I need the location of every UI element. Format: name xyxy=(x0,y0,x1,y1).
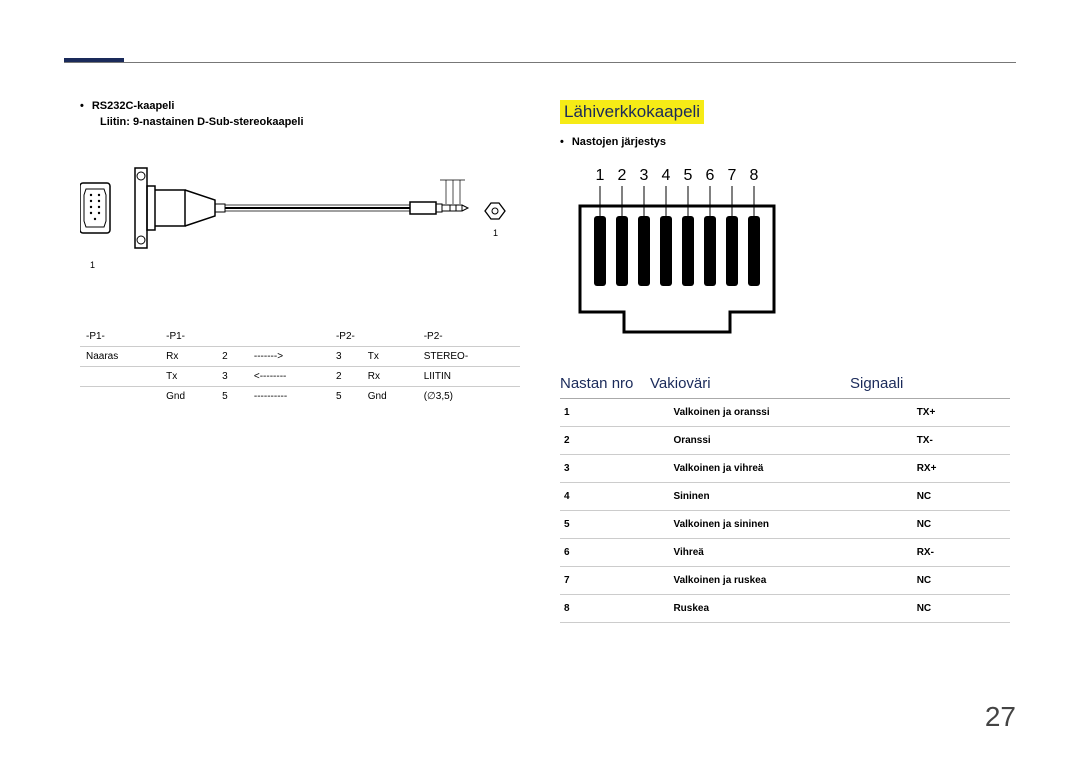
cell: Valkoinen ja sininen xyxy=(669,511,912,539)
cell: Naaras xyxy=(80,347,160,367)
cell: 6 xyxy=(560,539,669,567)
bullet-icon: • xyxy=(560,136,564,148)
pin-number: 3 xyxy=(640,167,649,184)
bullet-icon: • xyxy=(80,100,84,112)
rs232c-title-line: • RS232C-kaapeli xyxy=(80,100,520,112)
header-cell: -P1- xyxy=(80,323,160,347)
cell: (∅3,5) xyxy=(418,387,520,407)
cell: 7 xyxy=(560,567,669,595)
table-row: 7Valkoinen ja ruskeaNC xyxy=(560,567,1010,595)
cell: 5 xyxy=(560,511,669,539)
cell: TX- xyxy=(913,427,1010,455)
cable-diagram: 1 1 xyxy=(80,148,510,298)
cell: RX- xyxy=(913,539,1010,567)
table-header-row: -P1- -P1- -P2- -P2- xyxy=(80,323,520,347)
cell: NC xyxy=(913,511,1010,539)
svg-text:1: 1 xyxy=(90,260,95,270)
cell: 2 xyxy=(560,427,669,455)
cell: NC xyxy=(913,483,1010,511)
pin-number: 1 xyxy=(596,167,605,184)
cell: Valkoinen ja oranssi xyxy=(669,399,912,427)
cell: Vihreä xyxy=(669,539,912,567)
pin-number: 8 xyxy=(750,167,759,184)
cell: Tx xyxy=(362,347,418,367)
cell: 3 xyxy=(216,367,248,387)
cell: ---------- xyxy=(248,387,330,407)
cell: NC xyxy=(913,595,1010,623)
page-number: 27 xyxy=(985,701,1016,733)
header-rule xyxy=(64,62,1016,63)
cell: 2 xyxy=(330,367,362,387)
cell xyxy=(80,387,160,407)
cell: Valkoinen ja vihreä xyxy=(669,455,912,483)
lan-pin-table: 1Valkoinen ja oranssiTX+2OranssiTX-3Valk… xyxy=(560,399,1010,623)
cell: Rx xyxy=(160,347,216,367)
lan-section-title: Lähiverkkokaapeli xyxy=(560,100,704,124)
table-row: 5Valkoinen ja sininenNC xyxy=(560,511,1010,539)
pin-number: 5 xyxy=(684,167,693,184)
cell: Rx xyxy=(362,367,418,387)
table-row: Tx 3 <-------- 2 Rx LIITIN xyxy=(80,367,520,387)
header-pin-number: Nastan nro xyxy=(560,375,650,392)
cell: NC xyxy=(913,567,1010,595)
table-row: 4SininenNC xyxy=(560,483,1010,511)
cell: Gnd xyxy=(160,387,216,407)
cell: 5 xyxy=(216,387,248,407)
header-cell xyxy=(248,323,330,347)
header-signal: Signaali xyxy=(850,375,930,392)
cell: Gnd xyxy=(362,387,418,407)
header-cell: -P2- xyxy=(418,323,520,347)
header-cell: -P1- xyxy=(160,323,248,347)
pin-order-line: • Nastojen järjestys xyxy=(560,136,1010,148)
table-row: 2OranssiTX- xyxy=(560,427,1010,455)
table-row: 1Valkoinen ja oranssiTX+ xyxy=(560,399,1010,427)
header-cell: -P2- xyxy=(330,323,418,347)
cell: <-------- xyxy=(248,367,330,387)
cell: 3 xyxy=(330,347,362,367)
pin-number: 4 xyxy=(662,167,671,184)
cell: 2 xyxy=(216,347,248,367)
cell: 3 xyxy=(560,455,669,483)
cell: Tx xyxy=(160,367,216,387)
pin-number: 6 xyxy=(706,167,715,184)
pin-number: 7 xyxy=(728,167,737,184)
cell: Ruskea xyxy=(669,595,912,623)
cell: TX+ xyxy=(913,399,1010,427)
cell: 1 xyxy=(560,399,669,427)
rj45-diagram: 1 2 3 4 5 6 7 8 xyxy=(560,162,820,352)
table-row: Naaras Rx 2 -------> 3 Tx STEREO- xyxy=(80,347,520,367)
lan-table-header: Nastan nro Vakioväri Signaali xyxy=(560,375,1010,399)
right-column: Lähiverkkokaapeli • Nastojen järjestys 1… xyxy=(560,100,1010,623)
left-column: • RS232C-kaapeli Liitin: 9-nastainen D-S… xyxy=(80,100,520,406)
rs232c-pin-table: -P1- -P1- -P2- -P2- Naaras Rx 2 ------->… xyxy=(80,323,520,406)
table-row: 3Valkoinen ja vihreäRX+ xyxy=(560,455,1010,483)
cell: STEREO- xyxy=(418,347,520,367)
cell: RX+ xyxy=(913,455,1010,483)
cell xyxy=(80,367,160,387)
cell: 4 xyxy=(560,483,669,511)
table-row: 8RuskeaNC xyxy=(560,595,1010,623)
cell: 5 xyxy=(330,387,362,407)
pin-number: 2 xyxy=(618,167,627,184)
table-row: 6VihreäRX- xyxy=(560,539,1010,567)
svg-text:1: 1 xyxy=(493,228,498,238)
header-color: Vakioväri xyxy=(650,375,850,392)
rs232c-title: RS232C-kaapeli xyxy=(92,100,175,112)
cell: Valkoinen ja ruskea xyxy=(669,567,912,595)
rs232c-subtitle: Liitin: 9-nastainen D-Sub-stereokaapeli xyxy=(100,116,520,128)
table-row: Gnd 5 ---------- 5 Gnd (∅3,5) xyxy=(80,387,520,407)
cell: 8 xyxy=(560,595,669,623)
cell: LIITIN xyxy=(418,367,520,387)
cell: -------> xyxy=(248,347,330,367)
pin-order-label: Nastojen järjestys xyxy=(572,136,666,148)
cell: Oranssi xyxy=(669,427,912,455)
cell: Sininen xyxy=(669,483,912,511)
